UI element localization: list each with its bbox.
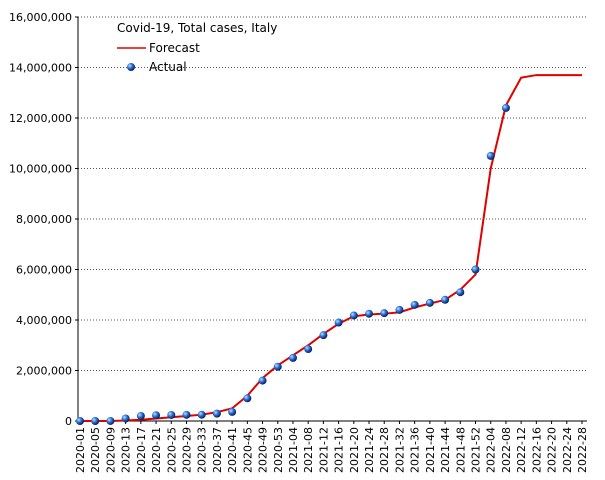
x-tick-label: 2020-41: [226, 427, 239, 473]
actual-point: [76, 417, 84, 425]
y-tick-label: 2,000,000: [16, 365, 72, 378]
actual-point: [228, 407, 237, 416]
actual-point: [212, 409, 221, 418]
x-tick-label: 2021-40: [424, 427, 437, 473]
actual-point: [319, 331, 328, 340]
actual-point: [273, 362, 282, 371]
actual-point: [258, 376, 267, 385]
actual-point: [121, 414, 130, 423]
y-tick-label: 0: [65, 415, 72, 428]
x-tick-label: 2022-08: [500, 427, 513, 473]
x-tick-label: 2020-09: [104, 427, 117, 473]
x-tick-label: 2022-24: [561, 427, 574, 473]
x-tick-label: 2022-28: [576, 427, 589, 473]
x-tick-label: 2020-45: [241, 427, 254, 473]
forecast-line: [80, 74, 582, 422]
legend-label: Forecast: [149, 41, 200, 55]
actual-point: [425, 298, 434, 307]
x-tick-label: 2020-53: [272, 427, 285, 473]
actual-point: [91, 417, 100, 425]
actual-point: [136, 411, 145, 420]
actual-point: [106, 416, 115, 425]
actual-point: [349, 311, 358, 320]
actual-point: [197, 410, 206, 419]
actual-point: [182, 410, 191, 419]
actual-point: [456, 288, 465, 297]
actual-point: [243, 394, 252, 403]
actual-point: [152, 411, 161, 420]
x-tick-label: 2021-04: [287, 427, 300, 473]
x-tick-label: 2020-01: [74, 427, 87, 473]
x-tick-label: 2020-37: [211, 427, 224, 473]
legend-label: Actual: [149, 60, 187, 74]
x-tick-label: 2020-25: [165, 427, 178, 473]
actual-point: [334, 318, 343, 327]
y-tick-label: 6,000,000: [16, 264, 72, 277]
x-tick-label: 2022-16: [530, 427, 543, 473]
legend-swatch: [127, 63, 135, 71]
actual-point: [167, 410, 176, 419]
y-tick-label: 4,000,000: [16, 314, 72, 327]
x-tick-label: 2022-04: [485, 427, 498, 473]
x-tick-label: 2020-13: [120, 427, 133, 473]
x-tick-label: 2020-49: [257, 427, 270, 473]
actual-point: [471, 265, 480, 274]
x-tick-label: 2021-36: [409, 427, 422, 473]
actual-point: [501, 103, 510, 112]
x-tick-label: 2021-32: [393, 427, 406, 473]
x-tick-label: 2022-12: [515, 427, 528, 473]
legend-title: Covid-19, Total cases, Italy: [117, 21, 277, 35]
x-tick-label: 2020-21: [150, 427, 163, 473]
y-tick-label: 12,000,000: [9, 112, 72, 125]
actual-point: [380, 309, 389, 318]
actual-point: [288, 353, 297, 362]
y-tick-label: 10,000,000: [9, 163, 72, 176]
actual-point: [410, 300, 419, 309]
x-tick-label: 2020-29: [180, 427, 193, 473]
x-tick-label: 2022-20: [546, 427, 559, 473]
x-tick-label: 2021-20: [348, 427, 361, 473]
actual-point: [486, 151, 495, 160]
x-tick-label: 2021-16: [333, 427, 346, 473]
x-tick-label: 2020-17: [135, 427, 148, 473]
x-tick-label: 2021-44: [439, 427, 452, 473]
actual-point: [365, 309, 374, 318]
x-tick-label: 2020-33: [196, 427, 209, 473]
actual-point: [441, 295, 450, 304]
actual-point: [395, 305, 404, 314]
x-tick-label: 2021-24: [363, 427, 376, 473]
x-tick-label: 2021-28: [378, 427, 391, 473]
actual-point: [304, 345, 313, 354]
x-tick-label: 2020-05: [89, 427, 102, 473]
y-tick-label: 14,000,000: [9, 62, 72, 75]
x-tick-label: 2021-48: [454, 427, 467, 473]
x-tick-label: 2021-12: [317, 427, 330, 473]
y-tick-label: 8,000,000: [16, 213, 72, 226]
y-tick-label: 16,000,000: [9, 11, 72, 24]
x-tick-label: 2021-08: [302, 427, 315, 473]
x-tick-label: 2021-52: [470, 427, 483, 473]
